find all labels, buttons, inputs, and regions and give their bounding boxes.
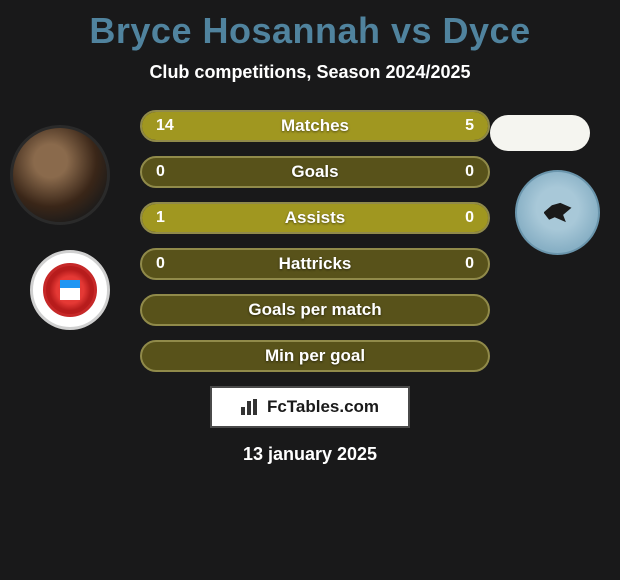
stat-row: Min per goal [140, 340, 490, 372]
magpie-icon [544, 201, 572, 225]
stat-right-value: 0 [465, 255, 474, 273]
stat-right-value: 5 [465, 117, 474, 135]
team-right-badge [515, 170, 600, 255]
stat-row: Goals per match [140, 294, 490, 326]
stat-row: 0 0 Goals [140, 156, 490, 188]
stat-label: Matches [281, 116, 349, 136]
page-subtitle: Club competitions, Season 2024/2025 [0, 62, 620, 83]
bar-fill-left [142, 112, 397, 140]
stat-label: Assists [285, 208, 345, 228]
stat-row: 1 0 Assists [140, 202, 490, 234]
team-left-badge [30, 250, 110, 330]
team-left-crest [43, 263, 97, 317]
stat-left-value: 0 [156, 163, 165, 181]
stat-label: Goals per match [248, 300, 381, 320]
stat-bars: 14 5 Matches 0 0 Goals 1 0 Assists 0 0 Hattricks Goa… [140, 110, 490, 372]
stat-row: 0 0 Hattricks [140, 248, 490, 280]
comparison-content: 14 5 Matches 0 0 Goals 1 0 Assists 0 0 Hattricks Goa… [0, 110, 620, 465]
brand-tag: FcTables.com [210, 386, 410, 428]
stat-label: Min per goal [265, 346, 365, 366]
chart-icon [241, 399, 261, 415]
stat-left-value: 14 [156, 117, 174, 135]
stat-label: Hattricks [279, 254, 352, 274]
stat-left-value: 1 [156, 209, 165, 227]
player-left-avatar [10, 125, 110, 225]
stat-label: Goals [291, 162, 338, 182]
page-title: Bryce Hosannah vs Dyce [0, 0, 620, 52]
stat-right-value: 0 [465, 163, 474, 181]
stat-left-value: 0 [156, 255, 165, 273]
date-label: 13 january 2025 [0, 444, 620, 465]
brand-text: FcTables.com [267, 397, 379, 417]
player-right-avatar [490, 115, 590, 151]
stat-row: 14 5 Matches [140, 110, 490, 142]
bar-fill-right [397, 112, 488, 140]
stat-right-value: 0 [465, 209, 474, 227]
